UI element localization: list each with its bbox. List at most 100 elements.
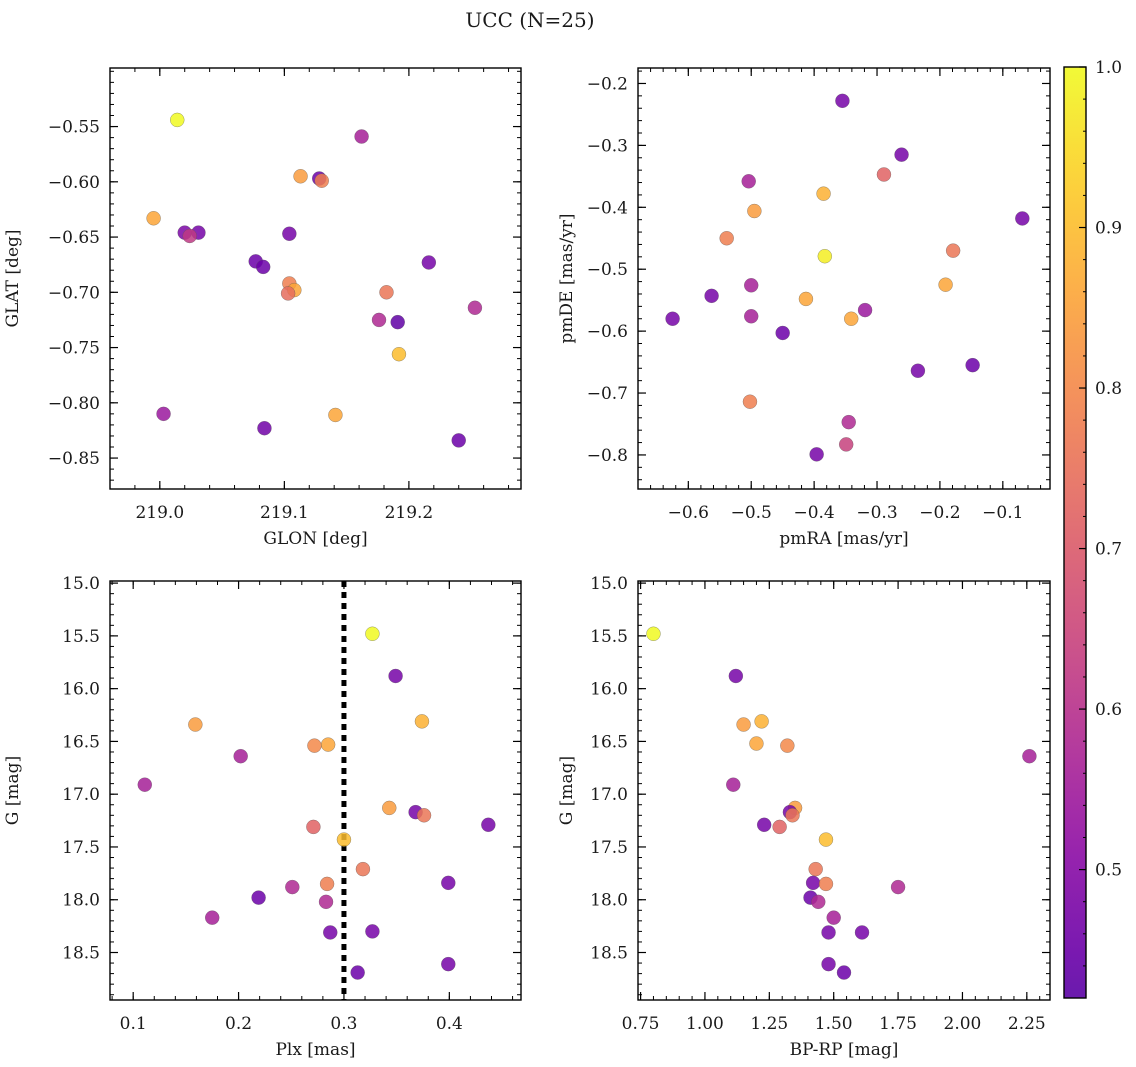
y-tick-label: −0.2 — [587, 74, 628, 94]
scatter-point — [441, 956, 456, 972]
x-tick-label: −0.4 — [793, 503, 834, 523]
scatter-point — [137, 777, 153, 792]
scatter-point — [421, 255, 437, 270]
scatter-point — [481, 817, 496, 833]
x-tick-label: −0.2 — [919, 503, 960, 523]
minor-ticks — [110, 581, 521, 1000]
panels: 219.0 219.1 219.2 −0.55 −0.60 −0.65 −0.70 −0.75… — [3, 67, 1051, 1060]
x-tick-label: −0.3 — [856, 503, 897, 523]
colorbar-tick-label: 0.9 — [1095, 219, 1122, 239]
scatter-point — [747, 203, 762, 219]
scatter-point — [416, 808, 432, 823]
scatter-point — [1022, 748, 1037, 764]
scatter-point — [811, 894, 826, 910]
x-tick-label: −0.1 — [982, 503, 1023, 523]
panel-1: 219.0 219.1 219.2 −0.55 −0.60 −0.65 −0.70 −0.75… — [3, 67, 522, 549]
y-tick-label: 16.0 — [62, 680, 100, 700]
scatter-point — [798, 291, 814, 307]
y-tick-label: 17.5 — [62, 838, 100, 858]
scatter-point — [741, 174, 756, 189]
x-tick-label: 1.00 — [686, 1014, 724, 1034]
scatter-point — [857, 302, 873, 318]
scatter-point — [775, 325, 790, 341]
x-tick-label: 1.50 — [815, 1014, 853, 1034]
scatter-point — [371, 312, 387, 328]
panel-3: 0.1 0.2 0.3 0.4 15.0 15.5 16.0 16.5 17.0 17.5 18.0… — [3, 574, 522, 1060]
colorbar-tick-label: 0.5 — [1095, 861, 1122, 881]
y-tick-label: 16.5 — [62, 732, 100, 752]
scatter-point — [391, 346, 407, 362]
minor-ticks — [110, 68, 521, 489]
scatter-point — [354, 129, 369, 144]
y-tick-label: −0.85 — [48, 449, 100, 469]
y-tick-label: 15.5 — [590, 627, 628, 647]
y-tick-label: 16.0 — [590, 680, 628, 700]
y-axis-label: pmDE [mas/yr] — [557, 213, 577, 343]
scatter-point — [726, 777, 741, 792]
scatter-point — [441, 875, 456, 891]
panel-4: 0.75 1.00 1.25 1.50 1.75 2.00 2.25 15.0 15.5 16.0… — [557, 574, 1051, 1060]
scatter-point — [306, 819, 321, 835]
scatter-point — [170, 112, 185, 128]
x-tick-label: 1.75 — [879, 1014, 917, 1034]
x-tick-label: 2.25 — [1008, 1014, 1046, 1034]
scatter-point — [451, 433, 466, 448]
axes-frame — [109, 580, 522, 1001]
colorbar-tick-label: 0.7 — [1095, 540, 1122, 560]
scatter-point — [307, 738, 322, 753]
y-tick-label: −0.80 — [48, 394, 100, 414]
scatter-point — [854, 925, 870, 940]
scatter-point — [894, 147, 909, 162]
x-tick-label: 0.75 — [622, 1014, 660, 1034]
y-tick-label: −0.70 — [48, 283, 100, 303]
y-axis-label: G [mag] — [3, 756, 23, 825]
scatter-point — [821, 956, 836, 972]
colorbar-tick-label: 1.0 — [1095, 58, 1122, 78]
scatter-point — [146, 211, 161, 226]
scatter-point — [314, 173, 329, 188]
scatter-point — [805, 875, 821, 891]
axes-frame — [637, 580, 1051, 1001]
y-tick-label: −0.3 — [587, 136, 628, 156]
x-tick-label: 0.1 — [120, 1014, 147, 1034]
y-tick-label: 18.0 — [590, 891, 628, 911]
scatter-point — [749, 736, 764, 751]
x-tick-label: 1.25 — [750, 1014, 788, 1034]
colorbar: 0.5 0.6 0.7 0.8 0.9 1.0 — [1063, 58, 1122, 999]
scatter-point — [328, 407, 343, 423]
scatter-point — [467, 300, 483, 316]
figure-title: UCC (N=25) — [465, 8, 594, 32]
scatter-point — [818, 876, 834, 892]
x-tick-label: 219.1 — [260, 503, 309, 523]
x-tick-label: 0.3 — [330, 1014, 357, 1034]
scatter-point — [318, 894, 334, 910]
scatter-point — [772, 819, 787, 835]
scatter-points — [646, 626, 1037, 980]
y-axis-label: G [mag] — [557, 756, 577, 825]
y-tick-label: −0.55 — [48, 118, 100, 138]
scatter-point — [255, 259, 271, 275]
scatter-point — [728, 668, 744, 684]
scatter-point — [743, 278, 759, 293]
scatter-point — [785, 808, 800, 823]
y-tick-label: 15.5 — [62, 627, 100, 647]
scatter-point — [156, 406, 171, 422]
scatter-point — [379, 285, 394, 300]
y-axis-label: GLAT [deg] — [3, 229, 23, 327]
scatter-point — [188, 717, 203, 732]
colorbar-frame — [1063, 66, 1087, 999]
x-tick-label: 219.0 — [135, 503, 184, 523]
scatter-point — [704, 288, 719, 304]
y-tick-label: 18.5 — [62, 944, 100, 964]
scatter-point — [293, 169, 308, 184]
scatter-points — [665, 93, 1030, 462]
y-tick-label: −0.65 — [48, 228, 100, 248]
scatter-point — [350, 965, 365, 980]
scatter-point — [910, 363, 926, 378]
scatter-point — [285, 879, 300, 895]
y-tick-label: 16.5 — [590, 732, 628, 752]
scatter-point — [756, 817, 772, 833]
scatter-point — [182, 228, 197, 244]
scatter-point — [838, 437, 854, 452]
